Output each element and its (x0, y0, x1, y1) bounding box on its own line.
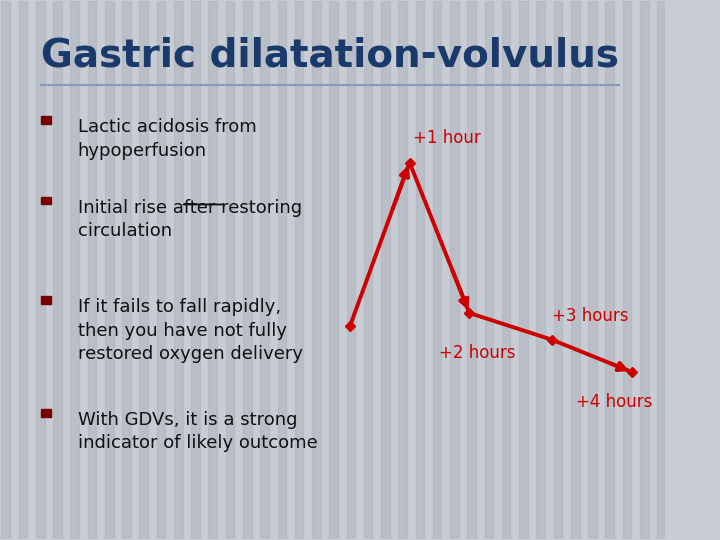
Bar (329, 2, 338, 538)
Text: If it fails to fall rapidly,
then you have not fully
restored oxygen delivery: If it fails to fall rapidly, then you ha… (78, 298, 302, 363)
Bar (450, 2, 459, 538)
Text: +4 hours: +4 hours (575, 393, 652, 410)
Bar (192, 2, 200, 538)
Bar (364, 2, 372, 538)
Bar (53, 2, 62, 538)
Bar (41, 409, 50, 417)
Bar (502, 2, 510, 538)
Bar (1, 2, 10, 538)
Bar (536, 2, 545, 538)
Bar (588, 2, 597, 538)
Bar (415, 2, 424, 538)
Bar (657, 2, 666, 538)
Bar (467, 2, 476, 538)
Bar (41, 197, 50, 205)
Bar (41, 116, 50, 124)
Bar (433, 2, 441, 538)
Bar (260, 2, 269, 538)
Bar (19, 2, 27, 538)
Bar (122, 2, 131, 538)
Bar (485, 2, 493, 538)
Bar (623, 2, 631, 538)
Bar (140, 2, 148, 538)
Bar (312, 2, 320, 538)
Bar (36, 2, 45, 538)
Bar (554, 2, 562, 538)
Text: Initial rise after restoring
circulation: Initial rise after restoring circulation (78, 199, 302, 240)
Bar (105, 2, 114, 538)
Bar (243, 2, 251, 538)
Bar (346, 2, 355, 538)
Bar (294, 2, 303, 538)
Bar (226, 2, 235, 538)
Bar (174, 2, 183, 538)
Text: +2 hours: +2 hours (439, 345, 516, 362)
Bar (71, 2, 79, 538)
Bar (571, 2, 580, 538)
Bar (209, 2, 217, 538)
Text: Lactic acidosis from
hypoperfusion: Lactic acidosis from hypoperfusion (78, 118, 256, 159)
Text: Gastric dilatation-volvulus: Gastric dilatation-volvulus (41, 36, 619, 75)
Bar (157, 2, 166, 538)
Bar (41, 296, 50, 304)
Bar (277, 2, 286, 538)
Bar (519, 2, 528, 538)
Bar (640, 2, 649, 538)
Bar (398, 2, 407, 538)
Bar (606, 2, 614, 538)
Bar (88, 2, 96, 538)
Text: +3 hours: +3 hours (552, 307, 629, 325)
Text: +1 hour: +1 hour (413, 130, 481, 147)
Bar (381, 2, 390, 538)
Text: With GDVs, it is a strong
indicator of likely outcome: With GDVs, it is a strong indicator of l… (78, 411, 318, 453)
